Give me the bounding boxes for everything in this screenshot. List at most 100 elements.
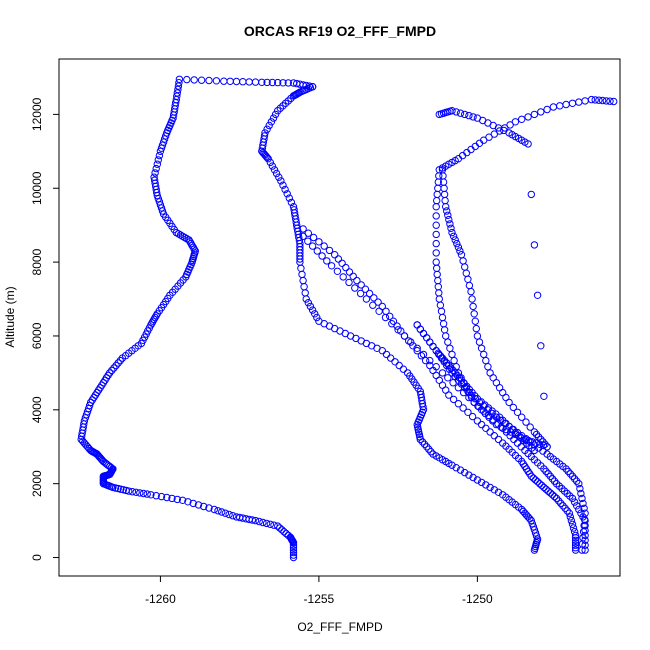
- data-point: [357, 281, 365, 289]
- data-point: [268, 78, 277, 87]
- y-axis-label: Altitude (m): [3, 286, 17, 347]
- data-point: [610, 97, 618, 106]
- data-point: [281, 99, 290, 108]
- data-point: [268, 162, 277, 170]
- data-point: [448, 350, 456, 359]
- data-point: [474, 402, 482, 410]
- data-point: [269, 114, 278, 122]
- data-point: [417, 352, 426, 360]
- data-point: [152, 492, 160, 500]
- data-point: [456, 466, 465, 474]
- data-point: [432, 363, 440, 371]
- data-point: [308, 242, 317, 250]
- data-point: [433, 264, 441, 272]
- data-point: [419, 403, 427, 411]
- data-point: [531, 476, 540, 484]
- data-point: [277, 177, 285, 185]
- data-point: [381, 313, 390, 322]
- data-point: [298, 270, 306, 279]
- data-point: [267, 118, 276, 126]
- data-point: [539, 438, 547, 446]
- data-point: [416, 435, 424, 444]
- data-point: [287, 94, 295, 103]
- data-point: [539, 441, 548, 450]
- data-point: [548, 491, 557, 499]
- x-tick-label: -1255: [304, 592, 335, 606]
- data-point: [578, 546, 586, 554]
- data-point: [309, 233, 318, 242]
- data-point: [278, 526, 286, 534]
- data-point: [568, 520, 577, 528]
- data-point: [477, 406, 486, 414]
- data-point: [445, 361, 453, 370]
- data-point: [449, 395, 458, 404]
- data-point: [568, 472, 577, 480]
- data-point: [581, 97, 589, 105]
- data-point: [301, 289, 309, 297]
- data-point: [143, 490, 151, 498]
- data-point: [245, 78, 253, 86]
- data-point: [452, 464, 460, 472]
- data-point: [524, 113, 532, 121]
- data-point: [509, 403, 517, 412]
- data-point: [258, 78, 266, 87]
- data-point: [432, 203, 440, 211]
- data-point: [454, 243, 463, 252]
- data-point: [229, 512, 237, 520]
- data-point: [530, 428, 539, 436]
- data-point: [370, 294, 378, 302]
- data-point: [570, 498, 579, 506]
- data-point: [550, 492, 559, 501]
- data-point: [116, 356, 125, 365]
- data-point: [334, 255, 343, 263]
- data-point: [434, 349, 442, 357]
- data-point: [270, 166, 279, 174]
- data-point: [571, 536, 580, 544]
- y-tick-label: 0: [30, 554, 44, 561]
- data-point: [571, 541, 580, 549]
- data-point: [473, 417, 482, 425]
- data-point: [388, 320, 396, 328]
- data-point: [173, 495, 182, 504]
- data-point: [568, 99, 577, 108]
- data-point: [540, 483, 548, 492]
- data-point: [446, 344, 454, 352]
- data-point: [490, 486, 498, 494]
- data-point: [320, 242, 328, 250]
- data-point: [542, 467, 550, 476]
- data-point: [416, 325, 424, 333]
- data-point: [541, 440, 549, 448]
- data-point: [263, 78, 271, 87]
- data-point: [472, 324, 480, 333]
- data-point: [147, 321, 155, 329]
- data-point: [533, 478, 542, 486]
- data-point: [486, 483, 494, 492]
- data-point: [477, 344, 486, 352]
- data-point: [168, 494, 176, 503]
- data-point: [450, 356, 458, 365]
- data-point: [438, 354, 447, 362]
- data-point: [232, 513, 241, 521]
- data-point: [394, 326, 402, 334]
- data-point: [471, 395, 479, 403]
- data-point: [191, 247, 200, 255]
- data-point: [318, 252, 326, 260]
- data-point: [399, 365, 408, 373]
- data-point: [152, 164, 160, 173]
- data-point: [530, 110, 539, 119]
- data-point: [110, 364, 118, 372]
- data-point: [157, 492, 166, 501]
- data-point: [440, 326, 449, 334]
- data-point: [526, 423, 534, 431]
- data-point: [323, 257, 331, 265]
- data-point: [459, 404, 467, 412]
- data-point: [432, 230, 440, 239]
- data-point: [266, 520, 274, 528]
- data-point: [524, 436, 533, 445]
- data-point: [351, 284, 359, 292]
- data-point: [272, 169, 281, 178]
- data-point: [544, 487, 552, 495]
- data-point: [365, 289, 374, 298]
- data-point: [492, 420, 501, 429]
- data-point: [362, 295, 371, 303]
